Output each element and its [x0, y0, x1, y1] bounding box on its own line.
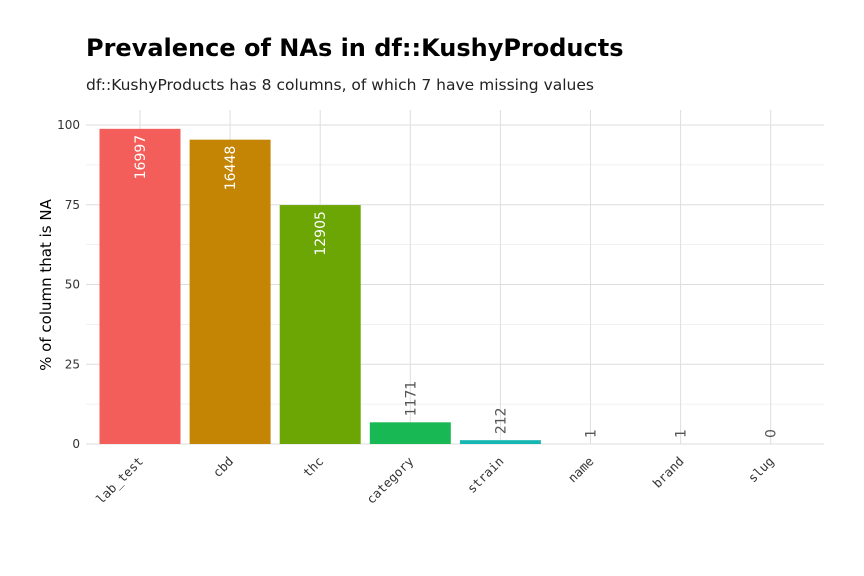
data-label: 212 [493, 407, 509, 434]
x-tick-label: slug [745, 454, 777, 486]
x-tick-label: brand [649, 454, 686, 491]
x-tick-label: name [565, 454, 597, 486]
chart-title: Prevalence of NAs in df::KushyProducts [86, 34, 624, 62]
y-tick-label: 75 [65, 198, 80, 212]
chart-subtitle: df::KushyProducts has 8 columns, of whic… [86, 76, 594, 94]
bar-cbd [189, 139, 271, 444]
x-axis-ticks: lab_test cbd thc category strain name brand slu… [93, 453, 777, 507]
x-tick-label: lab_test [93, 454, 146, 507]
x-tick-label: strain [464, 454, 507, 497]
bar-strain [459, 440, 541, 444]
bar-lab_test [99, 128, 181, 444]
data-label: 1 [674, 429, 690, 438]
bar-category [369, 422, 451, 444]
y-tick-label: 100 [57, 118, 80, 132]
x-tick-label: category [363, 453, 417, 507]
data-label: 1 [584, 429, 600, 438]
data-label: 1171 [403, 381, 419, 417]
data-label: 12905 [313, 211, 329, 256]
x-tick-label: cbd [210, 454, 237, 481]
bar-thc [279, 205, 361, 444]
data-labels: 16997 16448 12905 1171 212 1 1 0 [133, 135, 780, 438]
y-tick-label: 25 [65, 357, 80, 371]
y-tick-label: 50 [65, 278, 80, 292]
data-label: 16997 [133, 135, 149, 180]
y-tick-label: 0 [72, 437, 80, 451]
y-axis-label: % of column that is NA [37, 198, 55, 370]
x-tick-label: thc [300, 454, 327, 481]
y-axis-ticks: 0 25 50 75 100 [57, 118, 80, 451]
bars [99, 128, 722, 444]
data-label: 0 [764, 429, 780, 438]
data-label: 16448 [223, 146, 239, 191]
